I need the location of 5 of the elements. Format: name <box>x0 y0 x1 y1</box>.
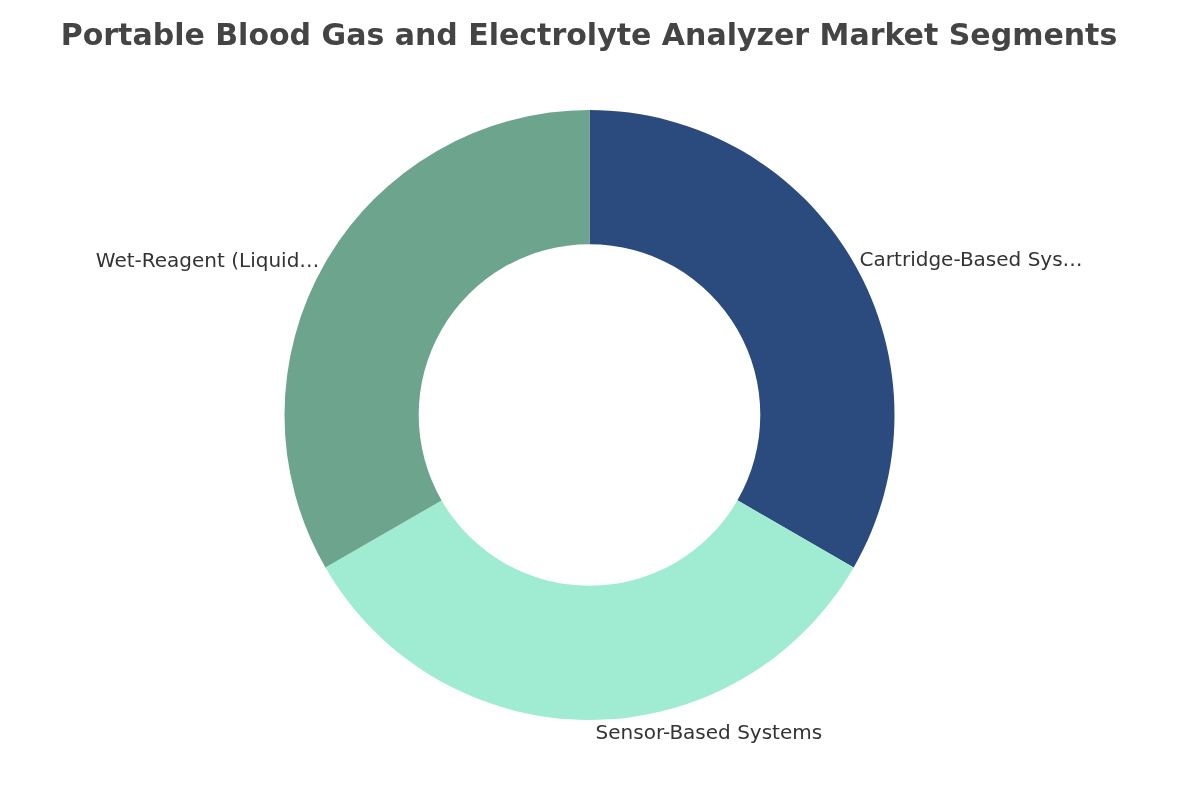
slice-label: Sensor-Based Systems <box>595 720 823 744</box>
slice-label: Wet-Reagent (Liquid… <box>95 247 320 272</box>
donut-slice <box>325 500 854 720</box>
slice-label: Cartridge-Based Sys… <box>859 247 1083 272</box>
chart-title: Portable Blood Gas and Electrolyte Analyzer Market Segments <box>60 17 1118 52</box>
